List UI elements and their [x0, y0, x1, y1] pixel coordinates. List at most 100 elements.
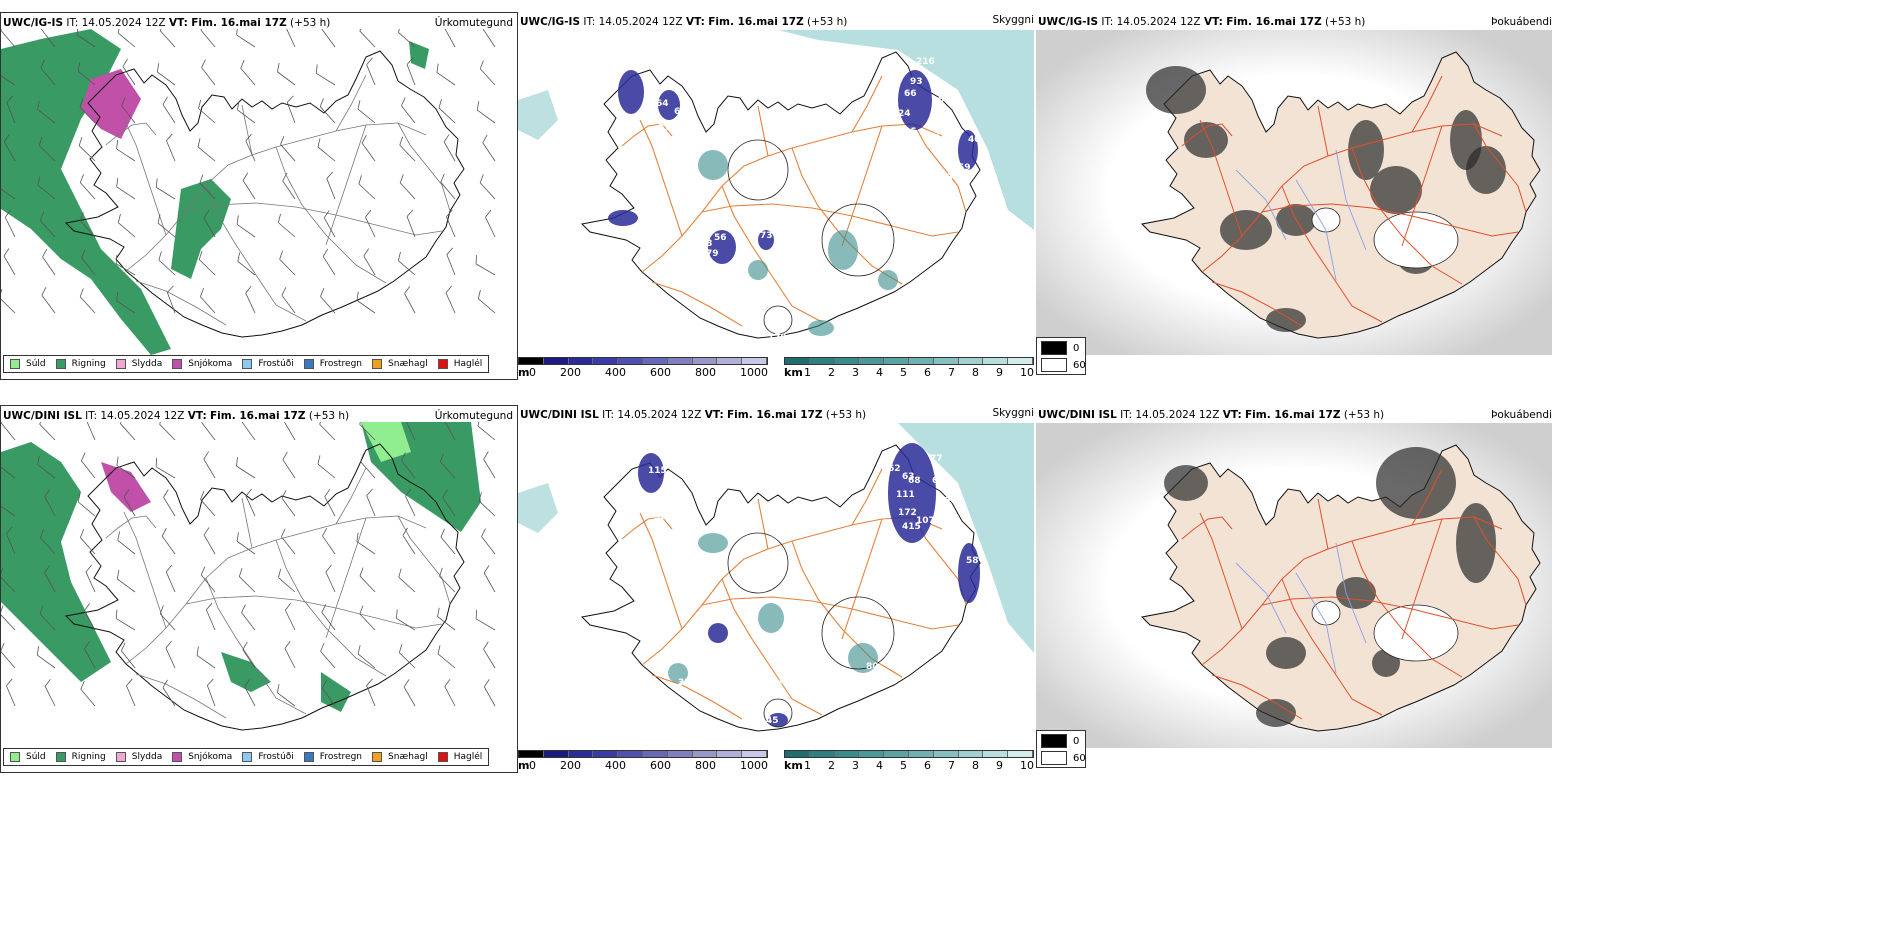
scale-swatch	[983, 751, 1009, 757]
precip-type-panel-2: UWC/DINI ISL IT: 14.05.2024 12Z VT: Fim.…	[0, 405, 518, 773]
road	[639, 119, 683, 237]
road	[1281, 185, 1383, 323]
road	[841, 125, 883, 247]
visibility-panel-2: UWC/DINI ISL IT: 14.05.2024 12Z VT: Fim.…	[518, 405, 1036, 773]
river	[1335, 542, 1367, 644]
scale-tick: 10	[1020, 759, 1034, 772]
wind-barb	[156, 63, 176, 86]
panel-title: Þokuábendi	[1491, 409, 1552, 421]
visibility-value: 111	[896, 490, 915, 500]
wind-barb	[446, 247, 456, 276]
legend-label: Snæhagl	[388, 752, 428, 762]
visibility-value: 59	[958, 163, 971, 173]
wind-barb	[116, 291, 136, 314]
wind-barb	[81, 249, 96, 276]
fog-legend-label: 60	[1073, 359, 1086, 371]
scale-tick: 200	[560, 759, 581, 772]
legend-swatch	[372, 752, 383, 762]
fog-blob	[1146, 66, 1206, 114]
road	[621, 123, 673, 147]
scale-tick: 8	[972, 366, 979, 379]
fog-legend-label: 0	[1073, 342, 1080, 354]
visibility-value: 76	[674, 205, 687, 215]
legend-swatch	[437, 752, 448, 762]
visibility-value: 65	[932, 476, 945, 486]
wind-barb	[483, 565, 496, 593]
wind-barb	[198, 250, 216, 276]
road	[621, 516, 673, 540]
wind-barb	[439, 567, 456, 593]
wind-barb	[39, 212, 56, 238]
road	[1199, 119, 1243, 237]
wind-barb	[1, 422, 16, 441]
wind-barb	[80, 452, 96, 479]
wind-barb	[284, 602, 296, 631]
wind-barb	[244, 679, 256, 707]
wind-barb	[356, 532, 376, 555]
legend-item: Frostregn	[303, 359, 363, 369]
fog-blob	[1184, 122, 1228, 158]
wind-barb	[201, 59, 216, 86]
wind-barb	[319, 98, 336, 124]
scale-tick: 10	[1020, 366, 1034, 379]
visibility-scale: m 0 200 400 600 800 1000 km 1 2 3 4 5 6 7 8 9 10	[518, 750, 1036, 774]
wind-barb	[483, 679, 496, 707]
wind-barb	[36, 646, 56, 669]
fog-patch	[638, 453, 664, 493]
wind-barb	[39, 529, 56, 555]
wind-barb	[366, 488, 376, 517]
wind-barb	[404, 286, 416, 314]
fog-map	[1036, 423, 1552, 748]
road	[1181, 516, 1233, 540]
wind-barb	[203, 527, 216, 555]
visibility-value: 40	[968, 135, 981, 145]
legend-item: Slydda	[115, 752, 162, 762]
legend-label: Slydda	[131, 359, 163, 369]
panel-title: Skyggni	[992, 14, 1035, 26]
scale-swatch	[642, 751, 668, 757]
wind-barb	[241, 422, 256, 441]
wind-barb	[282, 451, 296, 479]
wind-barb	[166, 133, 176, 162]
wind-barb	[39, 605, 56, 631]
scale-swatch	[543, 358, 569, 364]
legend-item: Snæhagl	[372, 359, 428, 369]
wind-barb	[399, 136, 416, 162]
legend-item: Frostúði	[242, 752, 294, 762]
scale-tick: 5	[900, 366, 907, 379]
wind-barb	[6, 95, 16, 124]
road	[1473, 516, 1527, 606]
map-layers	[1036, 423, 1552, 748]
scale-swatch	[543, 751, 569, 757]
wind-barb	[245, 285, 256, 314]
panel-title: Skyggni	[992, 407, 1035, 419]
wind-barb	[281, 490, 296, 517]
legend-item: Snæhagl	[372, 752, 428, 762]
visibility_scale_km-scale: km 1 2 3 4 5 6 7 8 9 10	[784, 357, 1034, 381]
scale-swatch	[884, 358, 909, 364]
wind-barb	[121, 97, 136, 124]
wind-barb	[277, 683, 296, 707]
wind-barb	[241, 604, 256, 631]
wind-barb	[121, 642, 136, 669]
legend-label: Frostregn	[319, 359, 363, 369]
legend-label: Súld	[26, 752, 46, 762]
wind-barb	[77, 493, 96, 517]
visibility-value: 67	[944, 496, 957, 506]
wind-barb	[240, 59, 256, 86]
wind-barb	[483, 451, 496, 479]
legend-item: Haglél	[437, 359, 482, 369]
visibility_scale_km-scale: km 1 2 3 4 5 6 7 8 9 10	[784, 750, 1034, 774]
visibility-value: 130	[928, 528, 947, 538]
scale-swatch	[809, 751, 835, 757]
scale-tick: 8	[972, 759, 979, 772]
glacier	[1373, 604, 1459, 662]
wind-barb	[440, 528, 456, 555]
wind-barb	[41, 29, 56, 48]
scale-tick: 6	[924, 759, 931, 772]
scale-swatch	[785, 751, 810, 757]
scale-swatch	[933, 358, 959, 364]
wind-barb	[479, 174, 496, 200]
wind-barb	[1, 605, 16, 631]
scale-swatch	[667, 358, 693, 364]
